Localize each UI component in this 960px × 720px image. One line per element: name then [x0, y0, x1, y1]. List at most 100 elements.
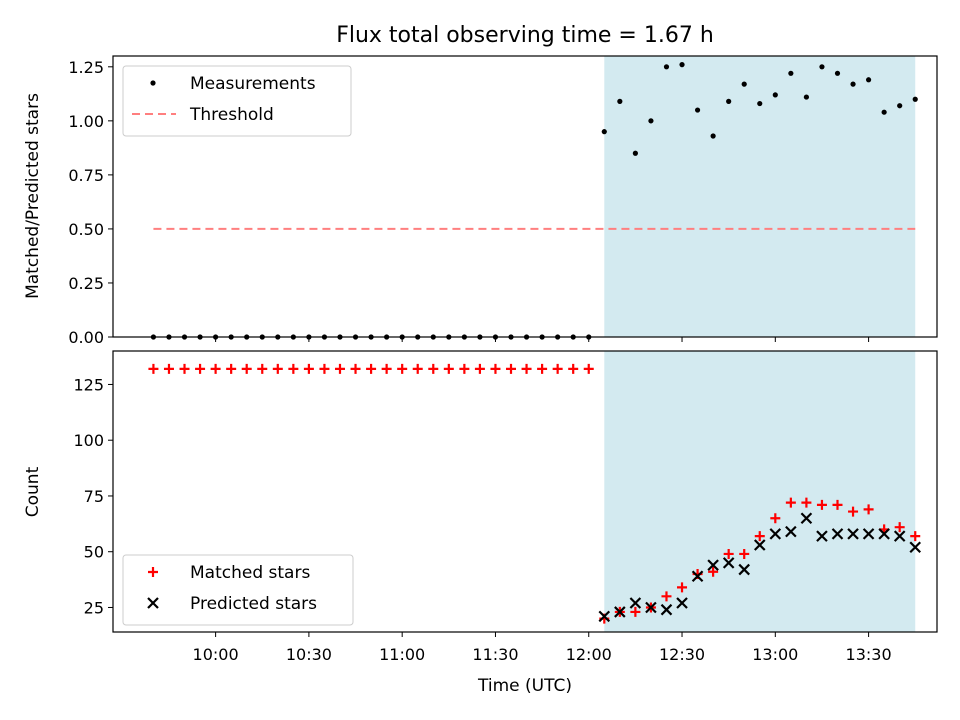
matched-stars-point	[537, 363, 548, 374]
measurement-point	[710, 133, 716, 139]
predicted-stars-point	[598, 610, 611, 623]
x-tick-label: 10:30	[286, 645, 332, 664]
matched-stars-point	[459, 363, 470, 374]
matched-stars-point	[863, 504, 874, 515]
measurement-point	[834, 70, 841, 76]
observing-span-shade	[604, 56, 916, 337]
x-axis-label: Time (UTC)	[477, 676, 572, 696]
predicted-stars-point	[878, 528, 890, 540]
predicted-stars-point	[831, 528, 844, 540]
matched-stars-point	[490, 363, 501, 374]
predicted-stars-point	[862, 528, 875, 540]
matched-stars-point	[816, 499, 827, 510]
matched-stars-point	[770, 513, 781, 524]
measurement-point	[663, 64, 670, 70]
measurement-point	[897, 103, 903, 109]
matched-stars-point	[832, 499, 843, 510]
legend-label: Threshold	[189, 105, 274, 125]
legend-marker-swatch	[150, 80, 156, 86]
measurement-point	[632, 150, 638, 156]
matched-stars-point	[334, 363, 345, 374]
predicted-stars-point	[660, 603, 673, 616]
measurement-point	[850, 81, 856, 87]
matched-stars-point	[226, 363, 237, 374]
measurement-point	[601, 129, 607, 135]
matched-stars-point	[552, 363, 563, 374]
matched-stars-point	[894, 522, 905, 533]
y-tick-label: 1.25	[68, 58, 104, 77]
x-tick-label: 11:00	[379, 645, 425, 664]
matched-stars-point	[568, 363, 579, 374]
matched-stars-point	[381, 363, 392, 374]
panel-counts: 25 50 75 100 125 10:00 10:30 11:00 11:30 12:00 12:…	[73, 350, 938, 664]
y-tick-label: 0.50	[68, 220, 104, 239]
observing-span-shade	[604, 351, 916, 632]
matched-stars-point	[801, 497, 812, 508]
legend-marker-swatch	[148, 567, 158, 577]
predicted-stars-point	[785, 525, 797, 538]
legend-label: Predicted stars	[190, 594, 317, 614]
predicted-stars-point	[676, 597, 688, 609]
legend: Matched stars Predicted stars	[122, 554, 354, 626]
axes-frame	[112, 55, 938, 338]
measurement-point	[757, 100, 763, 107]
matched-stars-point	[723, 548, 734, 559]
matched-stars-point	[661, 591, 672, 602]
y-tick-label: 75	[84, 487, 104, 506]
legend-marker-swatch	[147, 597, 159, 609]
matched-stars-point	[506, 363, 517, 374]
y-tick-label: 25	[84, 598, 104, 617]
matched-stars-point	[630, 606, 641, 617]
axes-frame	[112, 350, 938, 633]
matched-stars-point	[677, 582, 688, 593]
matched-stars-point	[366, 363, 377, 374]
y-tick-label: 0.75	[68, 166, 104, 185]
matched-stars-point	[583, 363, 594, 374]
matched-stars-point	[412, 363, 423, 374]
y-tick-label: 0.00	[68, 328, 104, 347]
matched-stars-point	[288, 363, 299, 374]
y-tick-label: 100	[73, 431, 104, 450]
x-tick-label: 13:30	[846, 645, 892, 664]
matched-stars-point	[195, 363, 206, 374]
predicted-stars-point	[629, 597, 642, 609]
matched-stars-point	[910, 531, 921, 542]
series-predicted-stars	[598, 512, 922, 623]
matched-stars-point	[350, 363, 361, 374]
panel-ratio: 0.00 0.25 0.50 0.75 1.00 1.25 Measurements Thre…	[68, 55, 938, 347]
predicted-stars-point	[645, 601, 657, 614]
matched-stars-point	[443, 363, 454, 374]
x-tick-label: 10:00	[193, 645, 239, 664]
predicted-stars-point	[893, 530, 906, 542]
measurement-point	[881, 109, 887, 115]
predicted-stars-point	[769, 528, 782, 540]
predicted-stars-point	[753, 539, 766, 551]
legend-label: Measurements	[190, 74, 316, 94]
predicted-stars-point	[707, 559, 719, 571]
matched-stars-point	[474, 363, 485, 374]
legend-label: Matched stars	[190, 563, 310, 583]
measurement-point	[912, 96, 918, 102]
chart-title: Flux total observing time = 1.67 h	[336, 23, 714, 48]
matched-stars-point	[785, 497, 796, 508]
predicted-stars-point	[816, 530, 828, 542]
y-tick-label: 125	[73, 375, 104, 394]
measurement-point	[741, 81, 747, 87]
measurement-point	[726, 98, 732, 104]
predicted-stars-point	[909, 541, 922, 554]
measurement-point	[803, 94, 810, 100]
measurement-point	[819, 64, 825, 70]
matched-stars-point	[303, 363, 314, 374]
y-tick-label: 50	[84, 543, 104, 562]
y-axis-label-bottom: Count	[23, 466, 43, 517]
matched-stars-point	[148, 363, 159, 374]
matched-stars-point	[397, 363, 408, 374]
series-measurements	[150, 62, 918, 340]
series-matched-stars	[148, 363, 921, 624]
measurement-point	[865, 77, 872, 83]
predicted-stars-point	[691, 570, 704, 583]
measurement-point	[694, 107, 701, 113]
matched-stars-point	[319, 363, 330, 374]
matched-stars-point	[521, 363, 532, 374]
